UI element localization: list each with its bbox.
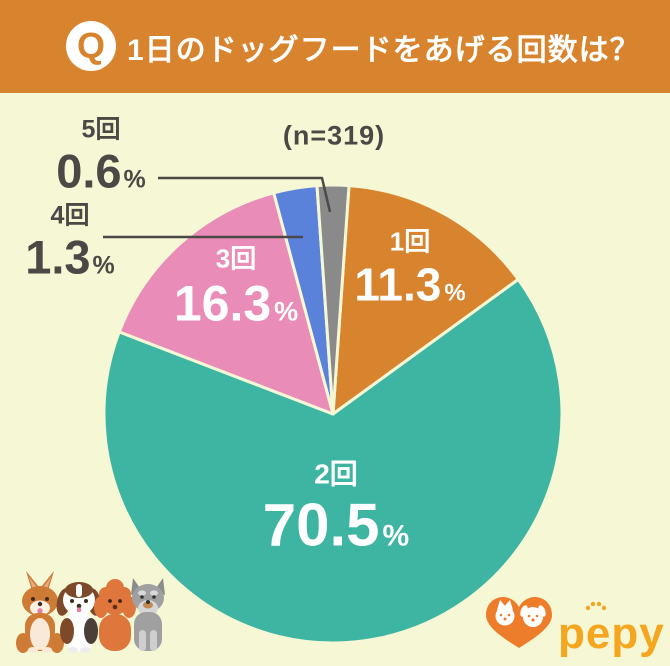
- pie-slice-5: [315, 183, 351, 416]
- pie-slice-3: [117, 191, 335, 416]
- dog-toy-poodle-illustration: [94, 579, 136, 651]
- slice-category: 5回: [81, 115, 121, 144]
- pepy-heart-icon: [486, 597, 552, 648]
- sample-size-label: (n=319): [282, 120, 386, 151]
- outside-label-4kai: 4回 1.3 %: [25, 201, 115, 284]
- slice-label-2kai: 2回 70.5 %: [262, 458, 410, 559]
- q-badge-letter: Q: [76, 25, 105, 66]
- slice-value: 70.5 %: [262, 491, 410, 559]
- slice-label-1kai: 1回 11.3 %: [354, 229, 465, 308]
- slice-category: 1回: [389, 226, 431, 257]
- outside-label-5kai: 5回 0.6 %: [56, 115, 146, 198]
- slice-label-3kai: 3回 16.3 %: [174, 246, 298, 329]
- question-title: 1日のドッグフードをあげる回数は？: [127, 33, 641, 67]
- pepy-paw-dots-icon: [585, 601, 607, 611]
- slice-value: 0.6 %: [56, 144, 146, 198]
- dog-schnauzer-illustration: [131, 578, 165, 651]
- q-badge: Q: [66, 21, 116, 71]
- slice-category: 2回: [314, 458, 358, 490]
- slice-category: 3回: [215, 243, 257, 274]
- pepy-logo-text: pepy: [558, 609, 665, 658]
- leader-line-5kai: [158, 176, 332, 213]
- slice-value: 16.3 %: [173, 275, 299, 332]
- pie-slice-1: [331, 184, 520, 416]
- dog-corgi-illustration: [16, 571, 64, 653]
- dog-beagle-illustration: [56, 582, 102, 653]
- slice-value: 11.3 %: [354, 258, 466, 311]
- slice-category: 4回: [50, 201, 90, 230]
- pie-slices: [102, 183, 564, 645]
- slice-value: 1.3 %: [25, 230, 115, 284]
- question-header: Q 1日のドッグフードをあげる回数は？: [0, 0, 670, 93]
